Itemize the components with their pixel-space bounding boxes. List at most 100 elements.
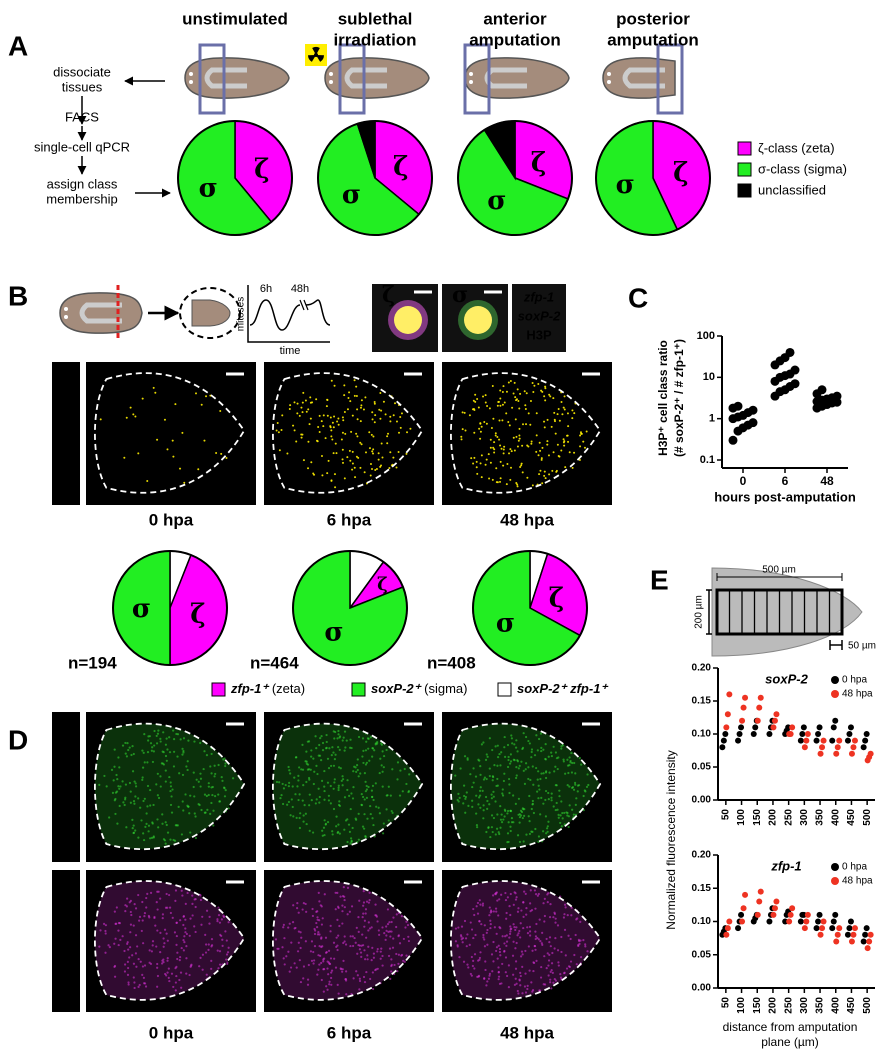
x-tick-label: 300 xyxy=(799,809,810,826)
signal-dot xyxy=(496,957,499,960)
signal-dot xyxy=(333,473,336,476)
signal-dot xyxy=(155,734,158,738)
signal-dot xyxy=(313,473,316,476)
signal-dot xyxy=(225,457,228,460)
tissue-fill xyxy=(272,881,423,1000)
signal-dot xyxy=(337,823,340,826)
signal-dot xyxy=(167,976,170,979)
signal-dot xyxy=(518,407,521,410)
signal-dot xyxy=(557,813,560,817)
signal-dot xyxy=(349,807,352,811)
signal-dot xyxy=(331,438,334,441)
signal-dot xyxy=(356,768,359,772)
signal-dot xyxy=(343,749,346,752)
signal-dot xyxy=(519,392,522,395)
signal-dot xyxy=(494,800,497,803)
signal-dot xyxy=(300,406,303,409)
signal-dot xyxy=(529,910,532,913)
signal-dot xyxy=(320,905,323,908)
signal-dot xyxy=(396,778,399,781)
signal-dot xyxy=(485,931,488,934)
signal-dot xyxy=(169,789,172,793)
signal-dot xyxy=(544,758,547,761)
signal-dot xyxy=(341,784,344,787)
signal-dot xyxy=(572,788,576,791)
signal-dot xyxy=(556,924,560,927)
data-point xyxy=(817,385,827,395)
signal-dot xyxy=(288,408,291,411)
signal-dot xyxy=(116,822,119,825)
signal-dot xyxy=(567,440,570,443)
signal-dot xyxy=(174,989,177,992)
signal-dot xyxy=(497,944,500,947)
signal-dot xyxy=(306,763,310,766)
data-point xyxy=(819,744,826,751)
signal-dot xyxy=(529,934,532,937)
signal-dot xyxy=(488,407,491,410)
signal-dot xyxy=(341,416,344,419)
signal-dot xyxy=(499,818,503,821)
signal-dot xyxy=(304,902,307,906)
signal-dot xyxy=(302,814,305,817)
signal-dot xyxy=(356,418,359,421)
signal-dot xyxy=(532,811,536,815)
signal-dot xyxy=(330,764,333,768)
signal-dot xyxy=(379,957,382,960)
signal-dot xyxy=(345,739,348,742)
signal-dot xyxy=(282,957,285,960)
data-point xyxy=(735,737,742,744)
signal-dot xyxy=(147,830,150,833)
signal-dot xyxy=(472,462,475,465)
signal-dot xyxy=(573,451,576,454)
signal-dot xyxy=(166,939,169,942)
signal-dot xyxy=(479,806,482,809)
slice-label: ζ xyxy=(377,574,388,595)
signal-dot xyxy=(357,838,360,841)
signal-dot xyxy=(558,789,561,792)
signal-dot xyxy=(566,434,569,437)
signal-dot xyxy=(515,766,518,769)
region-box xyxy=(338,43,366,115)
slice-label: σ xyxy=(342,180,361,210)
signal-dot xyxy=(547,964,550,967)
signal-dot xyxy=(148,961,151,964)
signal-dot xyxy=(186,768,189,772)
axis-break xyxy=(299,299,309,311)
data-point xyxy=(820,918,827,925)
signal-dot xyxy=(503,815,506,818)
signal-dot xyxy=(218,800,222,803)
legend-label: 48 hpa xyxy=(842,689,873,700)
signal-dot xyxy=(214,772,217,776)
signal-dot xyxy=(518,978,521,981)
signal-dot xyxy=(342,959,345,962)
signal-dot xyxy=(355,455,358,458)
signal-dot xyxy=(554,917,557,920)
signal-dot xyxy=(349,459,352,462)
signal-dot xyxy=(152,386,155,389)
signal-dot xyxy=(295,756,298,759)
signal-dot xyxy=(337,745,340,749)
signal-dot xyxy=(559,821,562,825)
signal-dot xyxy=(539,777,542,781)
signal-dot xyxy=(169,838,172,841)
signal-dot xyxy=(131,954,134,957)
signal-dot xyxy=(104,924,108,927)
signal-dot xyxy=(583,446,586,449)
signal-dot xyxy=(543,395,546,398)
signal-dot xyxy=(497,978,500,981)
signal-dot xyxy=(537,797,540,800)
signal-dot xyxy=(338,832,341,835)
signal-dot xyxy=(131,827,134,830)
signal-dot xyxy=(462,784,466,787)
signal-dot xyxy=(551,951,554,955)
signal-dot xyxy=(526,984,529,987)
signal-dot xyxy=(161,813,164,816)
signal-dot xyxy=(175,974,178,978)
signal-dot xyxy=(298,414,301,417)
signal-dot xyxy=(556,949,560,952)
signal-dot xyxy=(326,757,330,760)
signal-dot xyxy=(331,421,334,424)
signal-dot xyxy=(348,910,351,913)
signal-dot xyxy=(323,893,326,896)
signal-dot xyxy=(324,437,327,440)
